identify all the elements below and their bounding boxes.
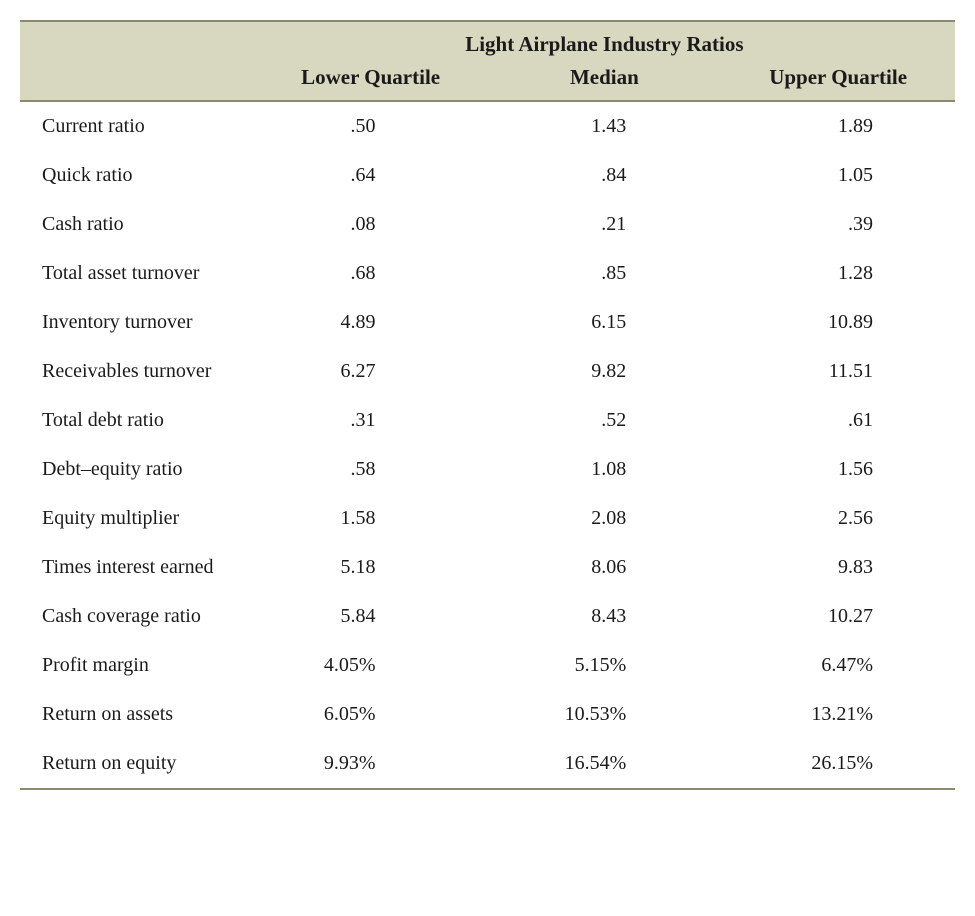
cell-value: 1.05 [721,151,955,200]
cell-value: 9.82 [488,347,722,396]
cell-value: .21 [488,200,722,249]
cell-value: 26.15% [721,739,955,788]
title-row: Light Airplane Industry Ratios [20,22,955,61]
cell-value: .08 [254,200,488,249]
row-label: Equity multiplier [20,494,254,543]
ratios-table-container: Light Airplane Industry Ratios Lower Qua… [20,20,955,790]
cell-value: .61 [721,396,955,445]
table-row: Cash ratio.08.21.39 [20,200,955,249]
row-label: Quick ratio [20,151,254,200]
row-label: Return on equity [20,739,254,788]
cell-value: .52 [488,396,722,445]
table-row: Profit margin4.05%5.15%6.47% [20,641,955,690]
cell-value: .84 [488,151,722,200]
table-row: Current ratio.501.431.89 [20,101,955,151]
cell-value: 10.89 [721,298,955,347]
cell-value: .31 [254,396,488,445]
row-label: Debt–equity ratio [20,445,254,494]
row-label: Cash ratio [20,200,254,249]
cell-value: .39 [721,200,955,249]
cell-value: 4.05% [254,641,488,690]
ratios-table: Light Airplane Industry Ratios Lower Qua… [20,22,955,788]
table-header: Light Airplane Industry Ratios Lower Qua… [20,22,955,101]
table-row: Receivables turnover6.279.8211.51 [20,347,955,396]
col-header-upper: Upper Quartile [721,61,955,101]
row-label: Inventory turnover [20,298,254,347]
cell-value: 1.89 [721,101,955,151]
table-row: Times interest earned5.188.069.83 [20,543,955,592]
cell-value: 2.08 [488,494,722,543]
table-row: Equity multiplier1.582.082.56 [20,494,955,543]
cell-value: 1.58 [254,494,488,543]
row-label: Total debt ratio [20,396,254,445]
cell-value: 13.21% [721,690,955,739]
row-label: Current ratio [20,101,254,151]
col-header-lower: Lower Quartile [254,61,488,101]
cell-value: 6.05% [254,690,488,739]
table-row: Cash coverage ratio5.848.4310.27 [20,592,955,641]
cell-value: 6.15 [488,298,722,347]
row-label: Total asset turnover [20,249,254,298]
cell-value: 10.27 [721,592,955,641]
cell-value: 2.56 [721,494,955,543]
column-header-row: Lower Quartile Median Upper Quartile [20,61,955,101]
table-body: Current ratio.501.431.89Quick ratio.64.8… [20,101,955,788]
row-label: Receivables turnover [20,347,254,396]
cell-value: 1.56 [721,445,955,494]
cell-value: 1.28 [721,249,955,298]
table-row: Debt–equity ratio.581.081.56 [20,445,955,494]
cell-value: 16.54% [488,739,722,788]
table-row: Total asset turnover.68.851.28 [20,249,955,298]
cell-value: 6.27 [254,347,488,396]
header-spacer [20,61,254,101]
table-title: Light Airplane Industry Ratios [254,22,955,61]
cell-value: .68 [254,249,488,298]
title-spacer [20,22,254,61]
cell-value: 6.47% [721,641,955,690]
cell-value: 5.15% [488,641,722,690]
cell-value: 9.93% [254,739,488,788]
cell-value: 10.53% [488,690,722,739]
table-row: Return on equity9.93%16.54%26.15% [20,739,955,788]
table-row: Return on assets6.05%10.53%13.21% [20,690,955,739]
cell-value: .50 [254,101,488,151]
cell-value: 5.84 [254,592,488,641]
col-header-median: Median [488,61,722,101]
row-label: Return on assets [20,690,254,739]
cell-value: 5.18 [254,543,488,592]
row-label: Times interest earned [20,543,254,592]
table-row: Inventory turnover4.896.1510.89 [20,298,955,347]
cell-value: 9.83 [721,543,955,592]
table-row: Quick ratio.64.841.05 [20,151,955,200]
table-row: Total debt ratio.31.52.61 [20,396,955,445]
cell-value: .85 [488,249,722,298]
cell-value: .58 [254,445,488,494]
cell-value: 4.89 [254,298,488,347]
cell-value: 1.08 [488,445,722,494]
cell-value: 1.43 [488,101,722,151]
cell-value: 11.51 [721,347,955,396]
cell-value: 8.06 [488,543,722,592]
row-label: Profit margin [20,641,254,690]
cell-value: 8.43 [488,592,722,641]
row-label: Cash coverage ratio [20,592,254,641]
cell-value: .64 [254,151,488,200]
